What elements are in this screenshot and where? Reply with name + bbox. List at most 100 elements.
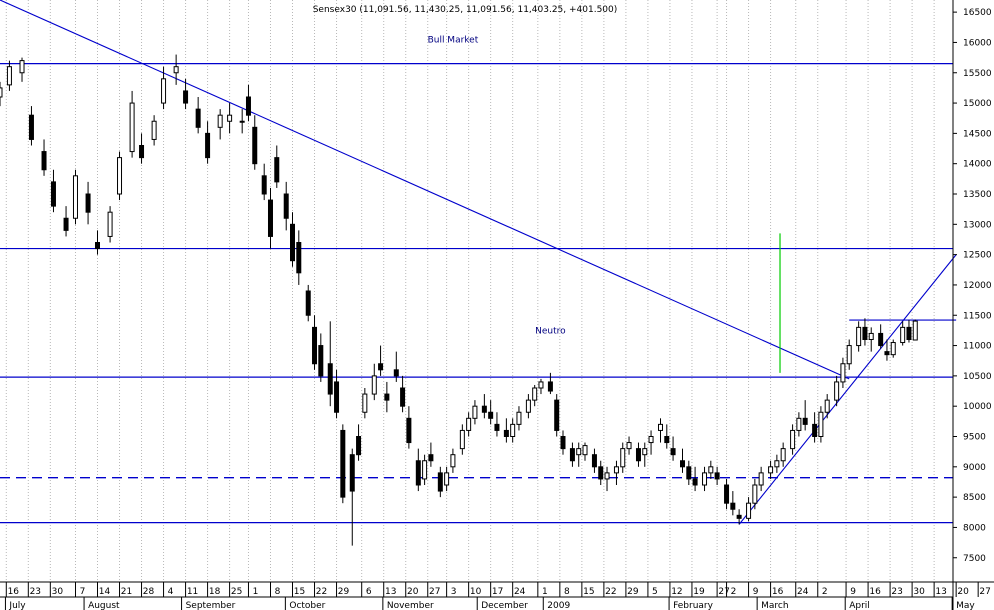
- candle-body: [85, 193, 91, 213]
- candle-body: [598, 466, 604, 480]
- horizontal-reference-lines: [0, 63, 953, 524]
- candle-body: [626, 442, 632, 450]
- candle-body: [362, 393, 368, 413]
- candle-body: [642, 448, 648, 456]
- candle-body: [714, 472, 720, 480]
- candle-body: [818, 411, 824, 437]
- candle-body: [768, 466, 774, 474]
- candle-body: [510, 423, 516, 437]
- candle-body: [117, 157, 123, 195]
- x-month-label: March: [761, 601, 788, 610]
- chart-annotation: Bull Market: [428, 35, 479, 45]
- x-tick-label: 12: [671, 587, 682, 597]
- candle-body: [129, 102, 135, 153]
- x-month-label: October: [289, 601, 325, 610]
- x-tick-label: 16: [772, 587, 784, 597]
- candle-body: [613, 466, 619, 474]
- x-tick-label: 2: [822, 587, 828, 597]
- candle-body: [151, 120, 157, 140]
- candle-body: [459, 429, 465, 450]
- candle-body: [840, 363, 846, 383]
- x-tick-label: 17: [492, 587, 503, 597]
- candle-body: [516, 411, 522, 425]
- x-tick-label: 27: [979, 587, 990, 597]
- x-tick-label: 22: [605, 587, 616, 597]
- x-tick-label: 24: [514, 587, 526, 597]
- candle-body: [878, 332, 884, 347]
- x-tick-label: 7: [80, 587, 86, 597]
- candle-body: [686, 466, 692, 480]
- candle-body: [0, 87, 3, 98]
- candle-body: [488, 411, 494, 419]
- x-tick-label: 1: [542, 587, 548, 597]
- x-tick-label: 29: [627, 587, 639, 597]
- x-month-label: February: [673, 601, 714, 610]
- x-tick-label: 27: [718, 587, 729, 597]
- x-tick-label: 8: [564, 587, 570, 597]
- candle-body: [274, 157, 280, 183]
- x-tick-label: 13: [935, 587, 946, 597]
- candle-body: [305, 290, 311, 316]
- x-tick-label: 6: [366, 587, 372, 597]
- candle-body: [890, 342, 896, 356]
- candle-body: [730, 502, 736, 510]
- candle-body: [834, 381, 840, 401]
- candle-body: [217, 114, 223, 128]
- x-tick-label: 8: [275, 587, 281, 597]
- x-tick-label: 5: [652, 587, 658, 597]
- y-tick-label: 12500: [963, 251, 992, 261]
- candle-body: [547, 381, 553, 392]
- x-tick-label: 11: [187, 587, 198, 597]
- candle-body: [6, 66, 12, 86]
- candle-body: [900, 326, 906, 344]
- candle-body: [422, 460, 428, 480]
- candle-body: [670, 448, 676, 456]
- candle-body: [450, 454, 456, 468]
- candle-body: [554, 399, 560, 431]
- candle-body: [378, 363, 384, 371]
- candle-body: [50, 181, 56, 207]
- x-tick-label: 9: [753, 587, 759, 597]
- candle-body: [173, 66, 179, 74]
- vertical-gridlines: [5, 0, 935, 582]
- candle-body: [912, 320, 918, 341]
- candle-body: [252, 126, 258, 165]
- candle-body: [428, 454, 434, 462]
- x-tick-label: 24: [797, 587, 809, 597]
- candle-body: [746, 502, 752, 519]
- candle-body: [862, 326, 868, 340]
- candle-body: [824, 399, 830, 413]
- candle-body: [758, 472, 764, 486]
- candle-body: [503, 429, 509, 437]
- x-tick-label: 30: [913, 587, 925, 597]
- x-tick-label: 2: [731, 587, 737, 597]
- y-tick-label: 13500: [963, 190, 992, 200]
- y-tick-label: 10500: [963, 372, 992, 382]
- y-tick-label: 13000: [963, 220, 992, 230]
- candle-body: [444, 472, 450, 486]
- x-tick-label: 22: [316, 587, 327, 597]
- x-tick-label: 28: [143, 587, 155, 597]
- candle-body: [356, 436, 362, 456]
- x-month-label: April: [849, 601, 870, 610]
- candle-body: [569, 448, 575, 462]
- candle-body: [340, 429, 346, 498]
- candle-body: [812, 423, 818, 437]
- x-tick-label: 16: [8, 587, 20, 597]
- candle-body: [657, 423, 663, 431]
- y-tick-label: 16000: [963, 38, 992, 48]
- x-tick-label: 21: [121, 587, 132, 597]
- candle-body: [664, 436, 670, 444]
- y-tick-label: 15000: [963, 99, 992, 109]
- y-tick-label: 14000: [963, 160, 992, 170]
- chart-annotation: Neutro: [535, 326, 566, 336]
- candle-body: [267, 199, 273, 237]
- candle-body: [349, 454, 355, 492]
- candle-body: [437, 472, 443, 492]
- y-tick-label: 14500: [963, 129, 992, 139]
- candle-body: [884, 351, 890, 356]
- y-tick-label: 11000: [963, 342, 992, 352]
- candle-body: [19, 60, 25, 74]
